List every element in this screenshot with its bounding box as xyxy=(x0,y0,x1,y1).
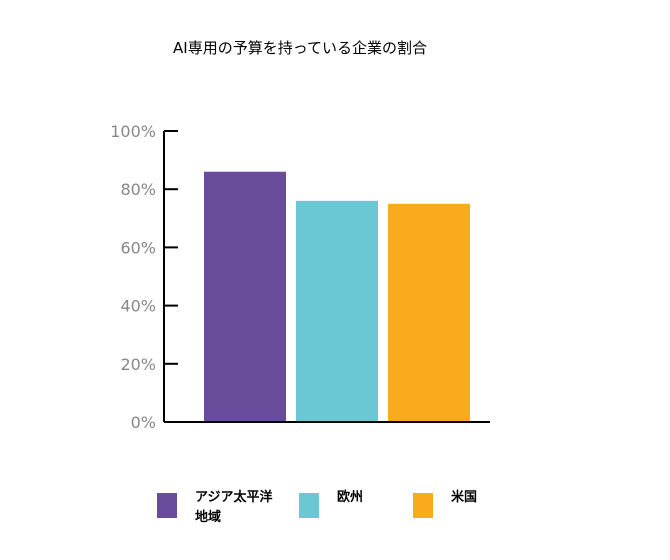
bar xyxy=(388,203,470,422)
legend-label: アジア太平洋 地域 xyxy=(195,490,273,525)
chart-title: AI専用の予算を持っている企業の割合 xyxy=(173,39,427,57)
legend-swatch xyxy=(413,493,433,518)
y-tick-label: 0% xyxy=(131,413,156,432)
y-tick-label: 40% xyxy=(120,297,156,316)
y-tick-label: 100% xyxy=(110,122,156,141)
y-tick-label: 60% xyxy=(120,238,156,257)
legend-label: 米国 xyxy=(451,490,478,505)
bar-chart: 0% 20% 40% 60% 80% 100% xyxy=(110,122,490,432)
y-tick-label: 80% xyxy=(120,180,156,199)
bar xyxy=(296,200,378,422)
y-tick-label: 20% xyxy=(120,355,156,374)
legend-swatch xyxy=(299,493,319,518)
bar xyxy=(204,171,286,422)
legend-label: 欧州 xyxy=(337,490,364,505)
legend-swatch xyxy=(157,493,177,518)
